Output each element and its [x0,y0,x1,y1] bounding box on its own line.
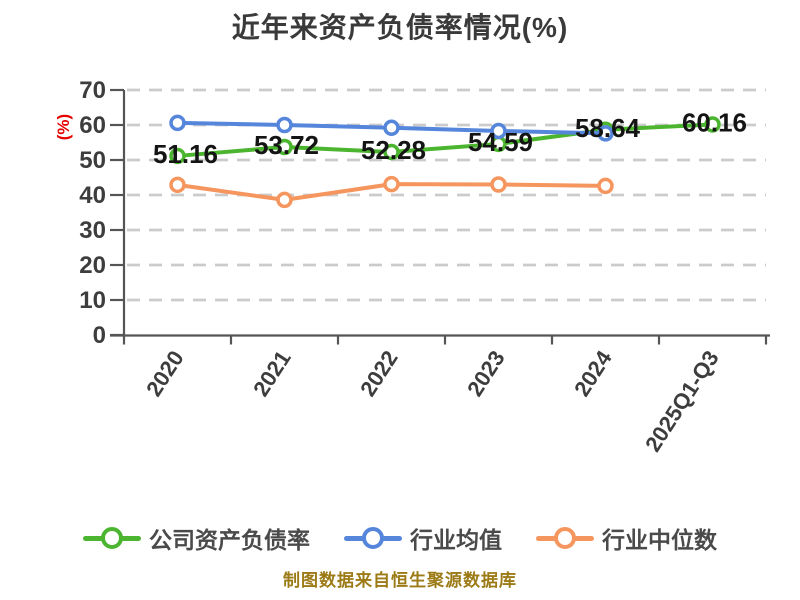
legend-dot-icon [362,527,384,549]
legend-item-industry-mean[interactable]: 行业均值 [344,521,502,555]
y-axis-tick-label: 40 [79,182,106,209]
legend: 公司资产负债率 行业均值 行业中位数 [0,521,800,555]
industry-median-point [169,176,186,194]
company-debt-ratio-point [704,116,721,133]
x-axis-tick-label: 2025Q1-Q3 [640,346,724,456]
company-debt-ratio-point [276,138,293,156]
y-axis-tick-label: 20 [79,252,106,279]
company-debt-ratio-point [383,143,400,161]
industry-mean-point [276,116,293,134]
industry-median-point [276,191,293,209]
data-label: 52.28 [361,135,426,165]
legend-label: 公司资产负债率 [149,527,310,553]
industry-mean-point [169,114,186,132]
legend-dot-icon [554,527,576,549]
data-label: 51.16 [153,139,218,169]
y-axis-tick-label: 10 [79,287,106,314]
industry-mean-point [597,125,614,142]
y-axis-tick-label: 70 [79,77,106,104]
legend-label: 行业均值 [410,527,502,553]
x-axis-tick-label: 2022 [355,346,403,401]
chart-title: 近年来资产负债率情况(%) [231,12,569,43]
industry-median-point [597,177,614,195]
x-axis-tick-label: 2021 [248,346,296,401]
company-debt-ratio-line [175,122,715,158]
y-axis-tick-label: 60 [79,112,106,139]
x-axis-tick-label: 2024 [569,345,617,400]
company-debt-ratio-point [169,147,186,165]
legend-marker-icon [83,527,141,549]
y-axis-tick-label: 0 [93,322,106,349]
data-label: 54.59 [468,127,533,157]
legend-marker-icon [536,527,594,549]
y-axis-unit-label: (%) [54,114,73,140]
data-source-note: 制图数据来自恒生聚源数据库 [283,571,517,590]
data-label: 60.16 [682,107,747,137]
industry-median-point [490,176,507,193]
x-axis-tick-label: 2020 [141,346,189,401]
data-label: 53.72 [254,130,319,160]
legend-dot-icon [101,527,123,549]
legend-item-industry-median[interactable]: 行业中位数 [536,521,717,555]
industry-mean-point [383,119,400,137]
industry-median-point [383,175,400,193]
y-axis-tick-label: 50 [79,147,106,174]
industry-mean-point [490,122,507,140]
legend-label: 行业中位数 [602,527,717,553]
legend-marker-icon [344,527,402,549]
y-axis-tick-label: 30 [79,217,106,244]
x-axis-tick-label: 2023 [462,346,510,401]
data-label: 58.64 [575,113,641,143]
legend-item-company-debt-ratio[interactable]: 公司资产负债率 [83,521,310,555]
